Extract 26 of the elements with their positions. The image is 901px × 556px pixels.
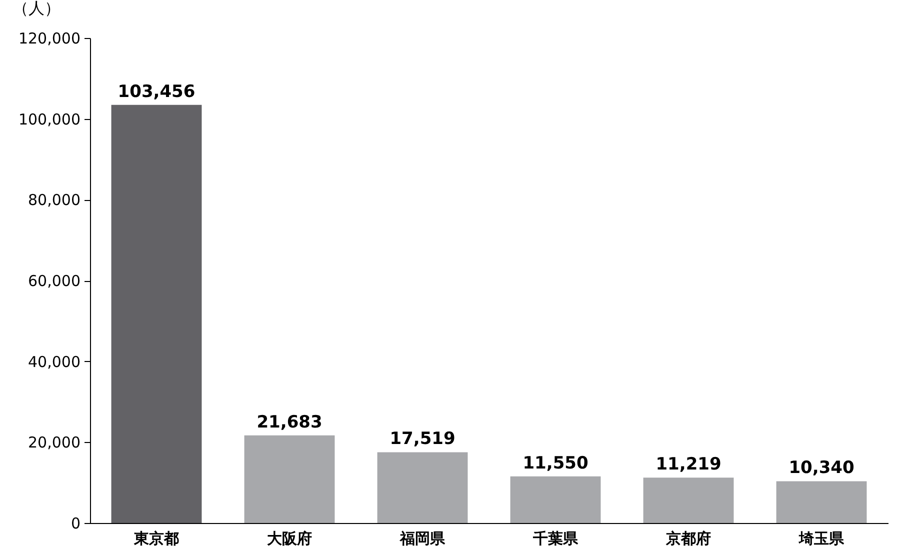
data-label: 103,456 [118,82,196,102]
y-axis-title: （人） [12,0,60,18]
y-tick-label: 60,000 [28,272,80,290]
x-tick-label: 大阪府 [267,530,312,548]
x-tick-label: 千葉県 [532,530,579,548]
x-tick-label: 福岡県 [399,530,446,548]
y-tick-label: 20,000 [28,434,80,452]
y-tick-label: 80,000 [28,191,80,210]
data-label: 17,519 [390,429,456,450]
x-tick-label: 埼玉県 [798,530,845,548]
y-tick-label: 100,000 [18,110,80,128]
data-label: 21,683 [256,412,322,432]
y-tick-label: 120,000 [18,30,80,48]
bar [111,104,202,523]
bar [643,478,734,523]
data-label: 11,219 [656,454,722,475]
y-tick-label: 0 [70,514,80,532]
data-label: 11,550 [522,453,588,474]
data-label: 10,340 [788,458,854,478]
x-tick-label: 京都府 [665,530,711,548]
y-tick-label: 40,000 [28,352,80,371]
x-tick-label: 東京都 [133,530,179,548]
bar [244,435,335,523]
bar [377,452,468,523]
bar [510,476,601,523]
bar [776,481,867,523]
